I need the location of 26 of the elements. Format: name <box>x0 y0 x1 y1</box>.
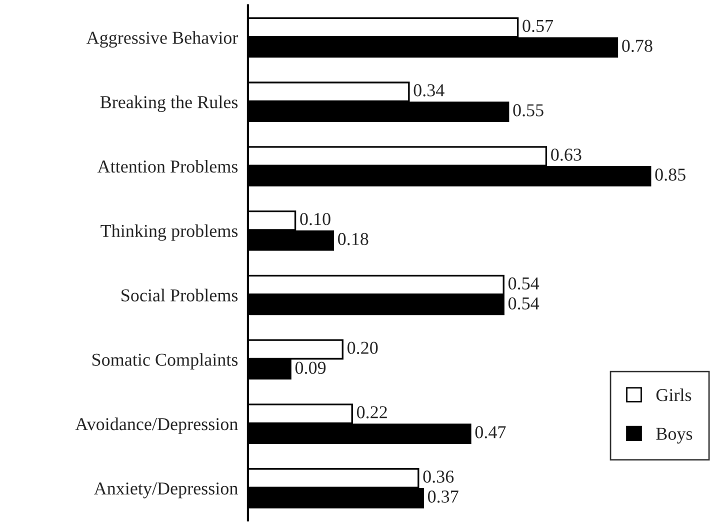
y-tick-label: Social Problems <box>122 288 238 302</box>
legend-label: Girls <box>656 388 692 402</box>
y-tick-label: Attention Problems <box>97 160 238 173</box>
data-label: 0.85 <box>655 168 686 181</box>
data-label: 0.34 <box>414 84 444 96</box>
data-label: 0.63 <box>551 148 582 161</box>
data-label: 0.54 <box>508 297 540 310</box>
data-label: 0.54 <box>508 277 540 290</box>
data-label: 0.55 <box>513 104 544 116</box>
y-tick-label: Somatic Complaints <box>92 353 238 370</box>
data-label: 0.20 <box>347 342 378 354</box>
y-tick-label: Breaking the Rules <box>100 96 238 112</box>
data-label: 0.36 <box>423 470 454 483</box>
y-tick-label: Thinking problems <box>100 224 238 241</box>
data-label: 0.37 <box>428 490 458 503</box>
data-label: 0.10 <box>300 212 330 226</box>
data-label: 0.47 <box>475 426 506 438</box>
data-label: 0.18 <box>338 232 368 246</box>
y-tick-label: Avoidance/Depression <box>75 418 238 434</box>
data-label: 0.09 <box>295 362 326 374</box>
data-label: 0.22 <box>356 406 387 418</box>
y-tick-label: Anxiety/Depression <box>94 482 238 498</box>
legend-label: Boys <box>656 428 692 444</box>
y-tick-label: Aggressive Behavior <box>86 31 238 48</box>
data-label: 0.78 <box>622 40 652 52</box>
data-label: 0.57 <box>522 20 554 32</box>
